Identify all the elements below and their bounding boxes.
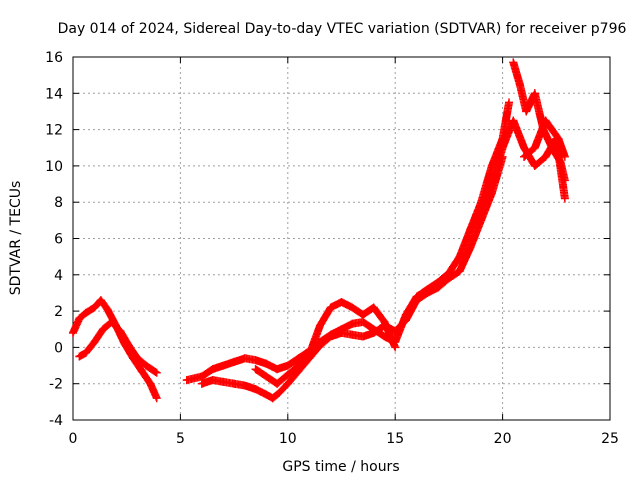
y-tick-labels: -4 -2 0 2 4 6 8 10 12 14 16 bbox=[45, 50, 63, 429]
series-markers bbox=[520, 116, 569, 161]
series-track-4 bbox=[197, 152, 507, 403]
x-tick-label: 25 bbox=[601, 431, 619, 447]
y-tick-label: 16 bbox=[45, 50, 63, 66]
series-markers bbox=[182, 99, 513, 385]
chart-title: Day 014 of 2024, Sidereal Day-to-day VTE… bbox=[58, 21, 627, 37]
x-tick-label: 10 bbox=[279, 431, 297, 447]
series-markers bbox=[251, 298, 399, 388]
y-tick-label: 0 bbox=[54, 340, 63, 356]
y-tick-label: 4 bbox=[54, 268, 63, 284]
x-axis-label: GPS time / hours bbox=[282, 459, 399, 475]
series-track-5 bbox=[251, 298, 400, 388]
series-track-1 bbox=[69, 296, 161, 403]
data-points bbox=[69, 58, 569, 403]
y-tick-label: 14 bbox=[45, 86, 63, 102]
x-tick-label: 20 bbox=[494, 431, 512, 447]
y-tick-label: 10 bbox=[45, 159, 63, 175]
y-axis-label: SDTVAR / TECUs bbox=[8, 181, 24, 296]
series-markers bbox=[69, 296, 161, 401]
y-tick-label: 12 bbox=[45, 123, 63, 139]
y-tick-label: 2 bbox=[54, 304, 63, 320]
series-track-8 bbox=[520, 116, 569, 161]
x-tick-label: 5 bbox=[176, 431, 185, 447]
axis-ticks bbox=[72, 56, 611, 421]
series-track-3 bbox=[182, 98, 514, 385]
x-tick-label: 0 bbox=[69, 431, 78, 447]
x-tick-labels: 0 5 10 15 20 25 bbox=[69, 431, 619, 447]
series-markers bbox=[75, 318, 160, 376]
y-tick-label: 8 bbox=[54, 195, 63, 211]
series-track-2 bbox=[75, 317, 161, 377]
y-tick-label: -2 bbox=[49, 377, 63, 393]
series-markers bbox=[197, 154, 507, 403]
x-tick-label: 15 bbox=[386, 431, 404, 447]
y-tick-label: 6 bbox=[54, 232, 63, 248]
y-tick-label: -4 bbox=[49, 413, 63, 429]
